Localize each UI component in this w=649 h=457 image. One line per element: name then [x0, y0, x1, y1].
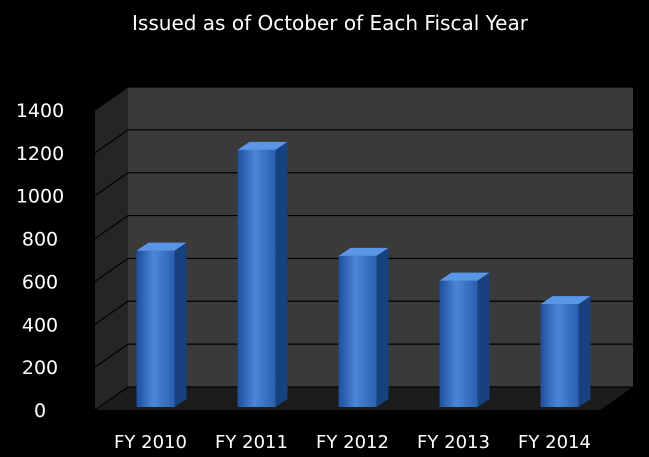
plot-side-wall [95, 87, 128, 410]
bar-side [477, 272, 490, 407]
bar-front [338, 255, 377, 407]
bar-top [237, 141, 288, 150]
bars [136, 141, 591, 407]
y-tick-label: 1000 [16, 186, 64, 208]
x-tick-label: FY 2011 [215, 432, 288, 453]
bar-top [136, 242, 187, 251]
y-tick-label: 800 [22, 229, 58, 251]
chart-title: Issued as of October of Each Fiscal Year [132, 11, 529, 35]
bar-side [174, 242, 187, 407]
bar-front [439, 280, 478, 407]
bar-top [540, 296, 591, 305]
gridline [94, 172, 633, 197]
bar-side [376, 247, 389, 407]
bar [439, 272, 490, 407]
y-tick-label: 400 [22, 314, 58, 336]
x-tick-label: FY 2014 [518, 432, 591, 453]
y-axis-tick-labels: 0 200 400 600 800 1000 1200 1400 [16, 100, 64, 422]
y-tick-label: 600 [22, 271, 58, 293]
bar [338, 247, 389, 407]
x-tick-label: FY 2012 [316, 432, 389, 453]
x-axis-tick-labels: FY 2010 FY 2011 FY 2012 FY 2013 FY 2014 [114, 432, 591, 453]
bar [136, 242, 187, 407]
bar-front [540, 304, 579, 407]
bar-top [439, 272, 490, 281]
gridline [94, 86, 633, 111]
bar-front [136, 250, 175, 407]
y-tick-label: 1200 [16, 143, 64, 165]
gridline [94, 214, 633, 240]
gridline [94, 257, 633, 282]
y-tick-label: 1400 [16, 100, 64, 122]
gridline [94, 129, 633, 154]
bar-front [237, 149, 276, 407]
x-tick-label: FY 2010 [114, 432, 187, 453]
bar-side [578, 296, 591, 407]
y-tick-label: 200 [22, 357, 58, 379]
bar [237, 141, 288, 407]
bar [540, 296, 591, 407]
y-tick-label: 0 [34, 400, 46, 422]
bar-top [338, 247, 389, 256]
bar-side [275, 141, 288, 407]
x-tick-label: FY 2013 [417, 432, 490, 453]
